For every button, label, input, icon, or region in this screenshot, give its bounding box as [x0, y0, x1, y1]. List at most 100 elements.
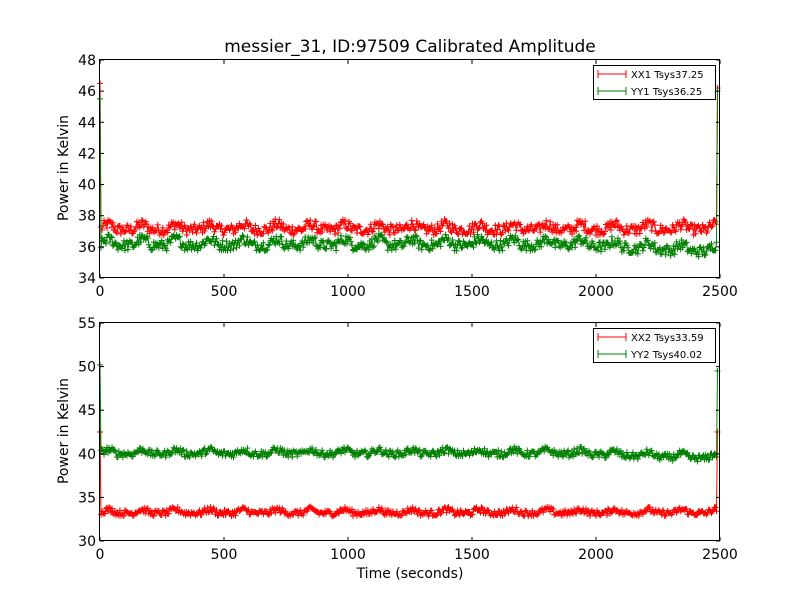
- data-point: [573, 510, 580, 517]
- data-point: [380, 510, 387, 517]
- data-point: [477, 509, 484, 516]
- data-point: [204, 504, 211, 511]
- bottom-legend-label-xx2: XX2 Tsys33.59: [631, 333, 704, 344]
- data-point: [672, 228, 679, 235]
- data-point: [453, 247, 460, 254]
- data-point: [342, 217, 348, 224]
- data-point: [385, 227, 392, 234]
- data-point: [129, 453, 136, 460]
- data-point: [109, 234, 115, 241]
- data-point: [299, 227, 306, 234]
- y-tick-label: 38: [78, 209, 96, 225]
- data-point: [713, 239, 720, 246]
- data-point: [124, 246, 131, 253]
- data-point: [319, 229, 326, 235]
- data-point: [444, 504, 451, 511]
- data-point: [460, 447, 467, 454]
- data-point: [440, 449, 447, 456]
- data-point: [396, 449, 403, 456]
- data-point: [671, 227, 678, 234]
- data-point: [98, 244, 104, 251]
- data-point: [630, 246, 637, 253]
- data-point: [136, 224, 143, 231]
- data-point: [312, 234, 319, 241]
- data-point: [643, 446, 650, 453]
- data-point: [344, 240, 350, 247]
- data-point: [565, 447, 572, 454]
- data-point: [335, 230, 341, 236]
- data-point: [168, 451, 175, 457]
- data-point: [349, 227, 355, 234]
- data-point: [347, 234, 353, 241]
- data-point: [129, 513, 136, 520]
- data-point: [399, 242, 406, 249]
- data-point: [591, 223, 597, 230]
- data-point: [703, 248, 710, 254]
- data-point: [302, 226, 309, 232]
- data-point: [394, 241, 401, 247]
- data-point: [668, 247, 675, 254]
- data-point: [412, 226, 419, 233]
- data-point: [254, 232, 261, 239]
- data-point: [611, 223, 618, 230]
- data-point: [121, 247, 128, 254]
- data-point: [559, 242, 566, 249]
- data-point: [230, 454, 237, 461]
- data-point: [290, 231, 297, 238]
- data-point: [402, 451, 409, 458]
- data-point: [434, 221, 441, 227]
- data-point: [311, 235, 318, 242]
- data-point: [251, 238, 258, 245]
- data-point: [294, 246, 301, 253]
- data-point: [679, 244, 686, 251]
- data-point: [709, 222, 716, 229]
- data-point: [550, 505, 557, 512]
- bottom-legend-box: [593, 328, 716, 363]
- data-point: [268, 510, 275, 517]
- data-point: [300, 244, 307, 251]
- data-point: [498, 244, 505, 251]
- data-point: [694, 249, 701, 255]
- data-point: [330, 225, 337, 232]
- data-point: [383, 239, 390, 246]
- data-point: [276, 504, 283, 511]
- data-point: [378, 220, 385, 227]
- x-tick-label: 2000: [578, 547, 614, 563]
- data-point: [616, 238, 623, 245]
- data-point: [470, 244, 477, 251]
- data-point: [643, 223, 650, 230]
- data-point: [602, 228, 608, 235]
- data-point: [332, 231, 339, 238]
- data-point: [191, 221, 198, 228]
- data-point: [616, 510, 623, 517]
- data-point: [692, 230, 699, 237]
- data-point: [584, 240, 590, 246]
- data-point: [613, 217, 620, 224]
- data-point: [119, 224, 126, 231]
- data-point: [407, 237, 414, 244]
- data-point: [620, 247, 627, 254]
- data-point: [693, 512, 700, 519]
- top-legend-label-yy1: YY1 Tsys36.25: [630, 87, 702, 98]
- data-point: [702, 251, 709, 258]
- data-point: [106, 504, 112, 511]
- data-point: [589, 227, 595, 234]
- data-point: [428, 507, 435, 514]
- data-point: [149, 512, 156, 519]
- data-point: [636, 230, 643, 237]
- data-point: [697, 228, 704, 235]
- data-point: [283, 238, 290, 244]
- data-point: [534, 512, 541, 519]
- data-point: [394, 227, 401, 234]
- data-point: [590, 240, 596, 247]
- data-point: [384, 507, 391, 514]
- y-tick-label: 35: [78, 490, 96, 506]
- data-point: [608, 233, 615, 240]
- data-point: [505, 227, 512, 234]
- data-point: [250, 227, 257, 233]
- data-point: [623, 449, 630, 456]
- data-point: [150, 513, 157, 519]
- data-point: [162, 454, 169, 461]
- y-tick-label: 40: [78, 447, 96, 463]
